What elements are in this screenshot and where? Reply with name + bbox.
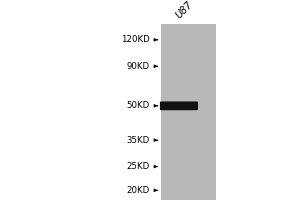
FancyBboxPatch shape bbox=[160, 101, 198, 110]
Text: 35KD: 35KD bbox=[127, 136, 150, 145]
Text: 50KD: 50KD bbox=[127, 101, 150, 110]
Text: U87: U87 bbox=[174, 0, 195, 20]
Text: 90KD: 90KD bbox=[127, 62, 150, 71]
Text: 120KD: 120KD bbox=[121, 35, 150, 44]
Text: 25KD: 25KD bbox=[127, 162, 150, 171]
Text: 20KD: 20KD bbox=[127, 186, 150, 195]
Bar bbox=[160, 24, 216, 200]
